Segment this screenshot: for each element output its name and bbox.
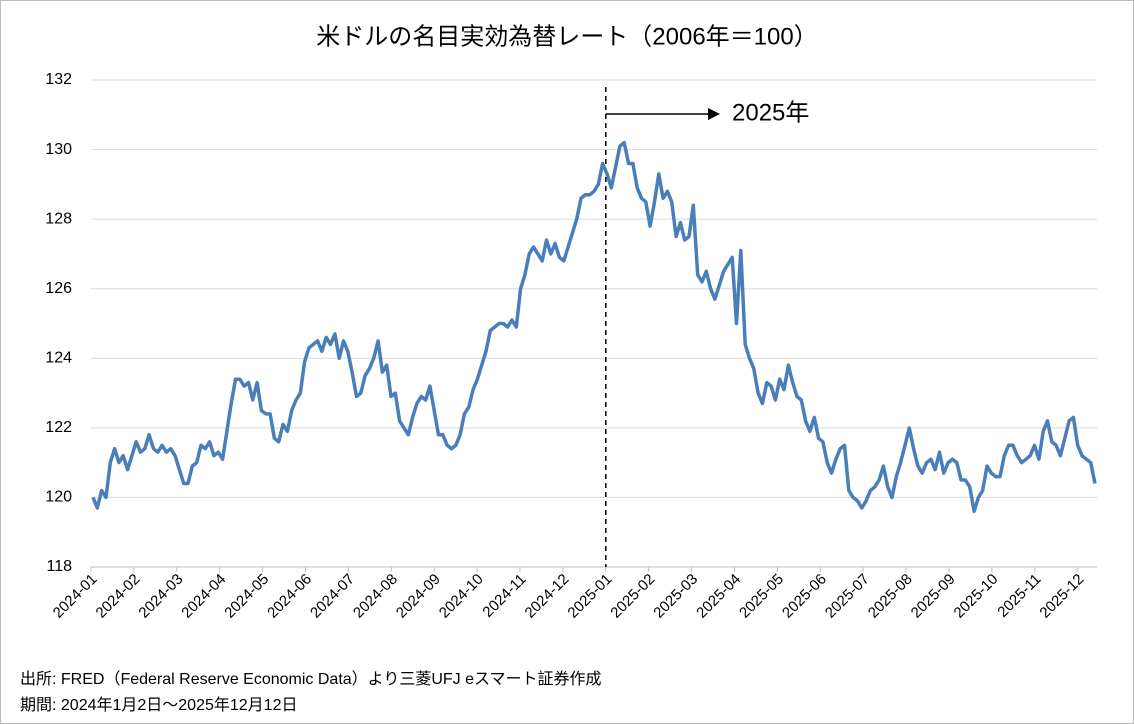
note: 出所: FRED（Federal Reserve Economic Data）よ… [20, 670, 602, 688]
y-tick-label: 130 [45, 141, 72, 158]
y-tick-label: 126 [45, 280, 72, 297]
y-tick-label: 124 [45, 350, 72, 367]
chart-title: 米ドルの名目実効為替レート（2006年＝100） [316, 23, 817, 50]
note: 期間: 2024年1月2日～2025年12月12日 [20, 696, 297, 714]
arrow-head [708, 108, 720, 120]
line [91, 140, 1097, 514]
y-tick-label: 132 [45, 71, 72, 88]
y-tick-label: 128 [45, 210, 72, 227]
y-tick-label: 122 [45, 419, 72, 436]
annotation: 2025年 [732, 99, 809, 126]
y-tick-label: 118 [46, 558, 72, 575]
y-tick-label: 120 [45, 489, 72, 506]
